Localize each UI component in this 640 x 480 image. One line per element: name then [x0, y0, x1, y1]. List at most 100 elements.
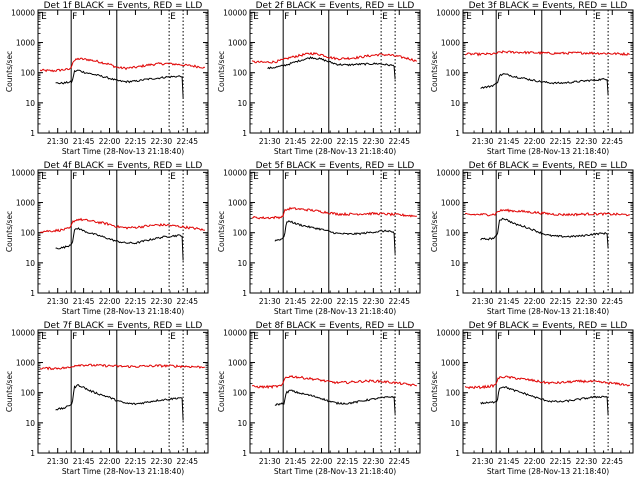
x-axis-label: Start Time (28-Nov-13 21:18:40)	[487, 147, 609, 156]
y-axis-label: Counts/sec	[217, 211, 226, 252]
events-series-line	[274, 389, 396, 414]
y-tick-label: 10	[450, 99, 460, 108]
panel-title: Det 6f BLACK = Events, RED = LLD	[469, 161, 628, 171]
events-series-line	[55, 384, 184, 421]
x-tick-label: 22:45	[601, 137, 623, 146]
marker-label-e1: E	[466, 12, 472, 22]
x-tick-label: 22:15	[550, 297, 572, 306]
y-axis-label: Counts/sec	[5, 211, 14, 252]
y-tick-label: 1	[242, 449, 247, 458]
y-tick-label: 1000	[228, 39, 247, 48]
x-tick-label: 22:00	[311, 457, 333, 466]
y-tick-label: 10000	[223, 8, 247, 17]
events-series-line	[480, 217, 609, 249]
x-tick-label: 21:30	[472, 297, 494, 306]
y-tick-label: 1	[455, 289, 460, 298]
marker-label-e2: E	[382, 172, 388, 182]
events-series-line	[55, 69, 184, 98]
x-tick-label: 22:45	[176, 457, 198, 466]
plot-frame	[37, 9, 209, 134]
y-tick-label: 1000	[16, 39, 35, 48]
marker-label-e2: E	[170, 332, 176, 342]
x-axis-label: Start Time (28-Nov-13 21:18:40)	[274, 467, 396, 476]
x-tick-label: 22:15	[550, 137, 572, 146]
y-tick-label: 10000	[223, 168, 247, 177]
x-tick-label: 22:15	[337, 457, 359, 466]
y-tick-label: 1000	[228, 199, 247, 208]
marker-label-f: F	[497, 12, 502, 22]
y-axis-label: Counts/sec	[430, 371, 439, 412]
plot-frame	[249, 9, 421, 134]
lld-series-line	[465, 208, 630, 217]
y-tick-label: 10000	[11, 168, 35, 177]
lld-series-line	[251, 375, 417, 390]
x-tick-label: 21:30	[47, 297, 69, 306]
events-series-line	[274, 220, 396, 254]
panel-title: Det 8f BLACK = Events, RED = LLD	[256, 321, 415, 331]
x-tick-label: 22:30	[151, 457, 173, 466]
x-tick-label: 22:45	[601, 297, 623, 306]
y-axis-label: Counts/sec	[217, 51, 226, 92]
y-tick-label: 10000	[436, 168, 460, 177]
events-series-line	[55, 227, 184, 261]
x-tick-label: 22:00	[99, 457, 121, 466]
x-tick-label: 22:00	[311, 297, 333, 306]
x-tick-label: 22:15	[125, 297, 147, 306]
y-tick-label: 1000	[441, 359, 460, 368]
lld-series-line	[464, 50, 630, 57]
x-tick-label: 21:45	[285, 137, 307, 146]
y-tick-label: 10000	[11, 328, 35, 337]
x-axis-label: Start Time (28-Nov-13 21:18:40)	[62, 467, 184, 476]
x-tick-label: 22:15	[337, 137, 359, 146]
y-tick-label: 1000	[228, 359, 247, 368]
marker-label-e2: E	[595, 332, 601, 342]
x-tick-label: 22:15	[550, 457, 572, 466]
y-tick-label: 10000	[436, 328, 460, 337]
marker-label-e2: E	[382, 332, 388, 342]
marker-label-f: F	[72, 332, 77, 342]
marker-label-f: F	[72, 12, 77, 22]
y-tick-label: 100	[446, 69, 461, 78]
x-tick-label: 21:45	[498, 297, 520, 306]
y-tick-label: 1	[242, 289, 247, 298]
x-tick-label: 22:30	[363, 137, 385, 146]
marker-label-f: F	[497, 172, 502, 182]
y-tick-label: 10	[450, 259, 460, 268]
x-tick-label: 22:30	[363, 297, 385, 306]
x-tick-label: 21:45	[498, 457, 520, 466]
x-tick-label: 21:45	[73, 457, 95, 466]
marker-label-e2: E	[382, 12, 388, 22]
events-series-line	[267, 56, 396, 80]
y-axis-label: Counts/sec	[5, 371, 14, 412]
marker-label-e1: E	[41, 12, 47, 22]
x-tick-label: 22:45	[388, 297, 410, 306]
panel-title: Det 2f BLACK = Events, RED = LLD	[256, 1, 415, 11]
x-tick-label: 21:30	[47, 457, 69, 466]
panel-title: Det 7f BLACK = Events, RED = LLD	[44, 321, 203, 331]
lld-series-line	[251, 206, 417, 220]
y-tick-label: 1	[455, 449, 460, 458]
x-tick-label: 21:45	[73, 137, 95, 146]
x-tick-label: 22:30	[151, 137, 173, 146]
x-tick-label: 21:30	[472, 457, 494, 466]
y-tick-label: 1000	[16, 359, 35, 368]
plot-frame	[462, 9, 634, 134]
marker-label-f: F	[284, 12, 289, 22]
y-tick-label: 10	[25, 419, 35, 428]
x-tick-label: 22:30	[576, 137, 598, 146]
plot-frame	[249, 329, 421, 454]
x-tick-label: 21:45	[285, 457, 307, 466]
events-series-line	[480, 73, 609, 96]
y-axis-label: Counts/sec	[217, 371, 226, 412]
marker-label-e1: E	[253, 332, 259, 342]
marker-label-e2: E	[170, 12, 176, 22]
marker-label-e1: E	[41, 332, 47, 342]
y-axis-label: Counts/sec	[430, 51, 439, 92]
marker-label-e2: E	[595, 12, 601, 22]
x-axis-label: Start Time (28-Nov-13 21:18:40)	[487, 307, 609, 316]
y-tick-label: 10	[25, 259, 35, 268]
marker-label-e1: E	[41, 172, 47, 182]
x-tick-label: 22:00	[524, 457, 546, 466]
plot-frame	[462, 329, 634, 454]
